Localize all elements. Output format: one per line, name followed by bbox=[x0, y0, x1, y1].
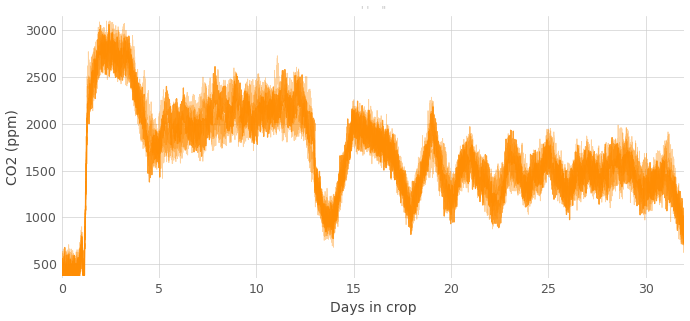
Y-axis label: CO2 (ppm): CO2 (ppm) bbox=[6, 109, 19, 185]
Title: ' '    ": ' ' " bbox=[361, 5, 386, 15]
X-axis label: Days in crop: Days in crop bbox=[330, 301, 417, 316]
